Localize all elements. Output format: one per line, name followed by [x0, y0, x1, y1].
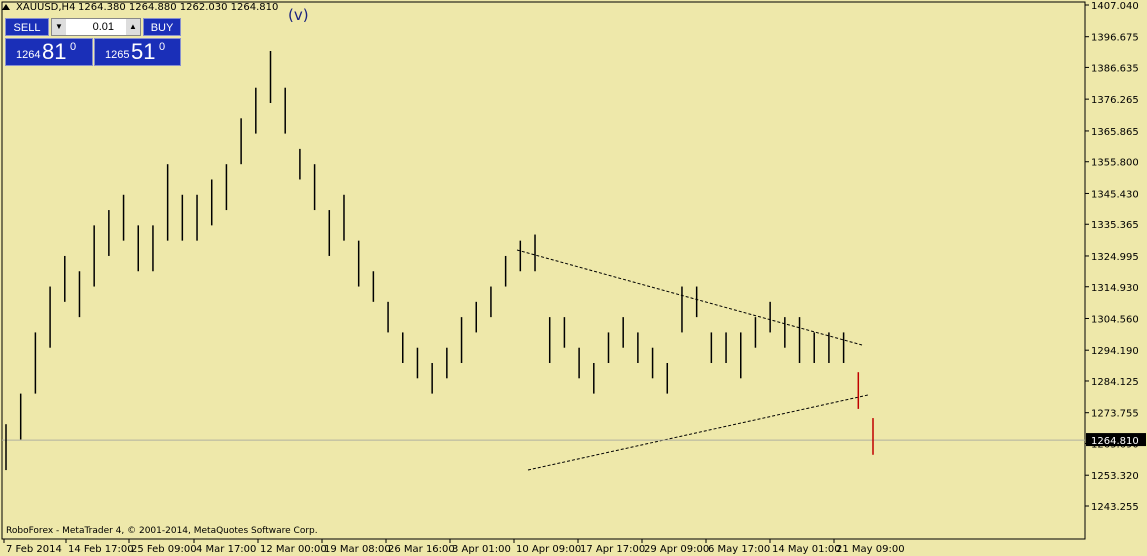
- x-tick-label: 6 May 17:00: [708, 544, 770, 555]
- y-tick-label: 1294.190: [1091, 346, 1139, 357]
- x-tick-label: 29 Apr 09:00: [644, 544, 709, 555]
- y-tick-label: 1335.365: [1091, 220, 1139, 231]
- x-tick-label: 10 Apr 09:00: [516, 544, 581, 555]
- x-tick-label: 14 Feb 17:00: [68, 544, 134, 555]
- chart-frame: [1, 1, 1086, 540]
- x-tick-label: 12 Mar 00:00: [260, 544, 327, 555]
- x-tick-label: 19 Mar 08:00: [324, 544, 391, 555]
- buy-button[interactable]: BUY: [143, 18, 181, 36]
- ohlc: 1264.380 1264.880 1262.030 1264.810: [78, 2, 278, 13]
- y-tick-label: 1365.865: [1091, 127, 1139, 138]
- y-tick-label: 1304.560: [1091, 314, 1139, 325]
- trend-line-lower[interactable]: [527, 394, 869, 471]
- y-tick-label: 1273.755: [1091, 409, 1139, 420]
- y-tick-label: 1345.430: [1091, 189, 1139, 200]
- price-main: 1264: [16, 49, 41, 61]
- y-tick-label: 1376.265: [1091, 95, 1139, 106]
- y-tick-label: 1314.930: [1091, 283, 1139, 294]
- price-big: 81: [42, 39, 67, 64]
- y-tick-label: 1324.995: [1091, 252, 1139, 263]
- x-tick-label: 26 Mar 16:00: [388, 544, 455, 555]
- sell-button[interactable]: SELL: [5, 18, 49, 36]
- x-tick-label: 21 May 09:00: [836, 544, 905, 555]
- price-small: 0: [159, 41, 166, 53]
- y-tick-label: 1243.255: [1091, 502, 1139, 513]
- x-tick-label: 7 Feb 2014: [6, 544, 62, 555]
- lot-value: 0.01: [92, 21, 114, 33]
- current-price-box: [1086, 433, 1146, 447]
- x-tick-label: 14 May 01:00: [772, 544, 841, 555]
- footer: RoboForex - MetaTrader 4, © 2001-2014, M…: [6, 526, 318, 536]
- x-tick-label: 25 Feb 09:00: [131, 544, 197, 555]
- price-small: 0: [70, 41, 77, 53]
- y-tick-label: 1253.320: [1091, 471, 1139, 482]
- y-tick-label: 1355.800: [1091, 158, 1139, 169]
- buy-price[interactable]: 1265 51 0: [94, 38, 181, 66]
- y-tick-label: 1396.675: [1091, 33, 1139, 44]
- y-tick-label: 1407.040: [1091, 1, 1139, 12]
- trend-line-upper[interactable]: [516, 249, 863, 346]
- lot-up[interactable]: ▲: [126, 19, 140, 35]
- current-price-label: 1264.810: [1091, 436, 1139, 447]
- symbol: XAUUSD,H4: [16, 2, 75, 13]
- y-tick-label: 1284.125: [1091, 377, 1139, 388]
- x-tick-label: 17 Apr 17:00: [580, 544, 645, 555]
- x-tick-label: 4 Mar 17:00: [196, 544, 256, 555]
- y-tick-label: 1386.635: [1091, 63, 1139, 74]
- sell-price[interactable]: 1264 81 0: [5, 38, 93, 66]
- wave-label: (v): [288, 6, 309, 24]
- trade-panel: SELL ▼ 0.01 ▲ BUY 1264 81 0 1265 51 0: [5, 18, 181, 66]
- price-main: 1265: [105, 49, 130, 61]
- x-tick-label: 3 Apr 01:00: [452, 544, 511, 555]
- lot-input[interactable]: ▼ 0.01 ▲: [51, 18, 141, 36]
- collapse-icon[interactable]: [2, 4, 10, 10]
- price-big: 51: [131, 39, 156, 64]
- lot-down[interactable]: ▼: [52, 19, 66, 35]
